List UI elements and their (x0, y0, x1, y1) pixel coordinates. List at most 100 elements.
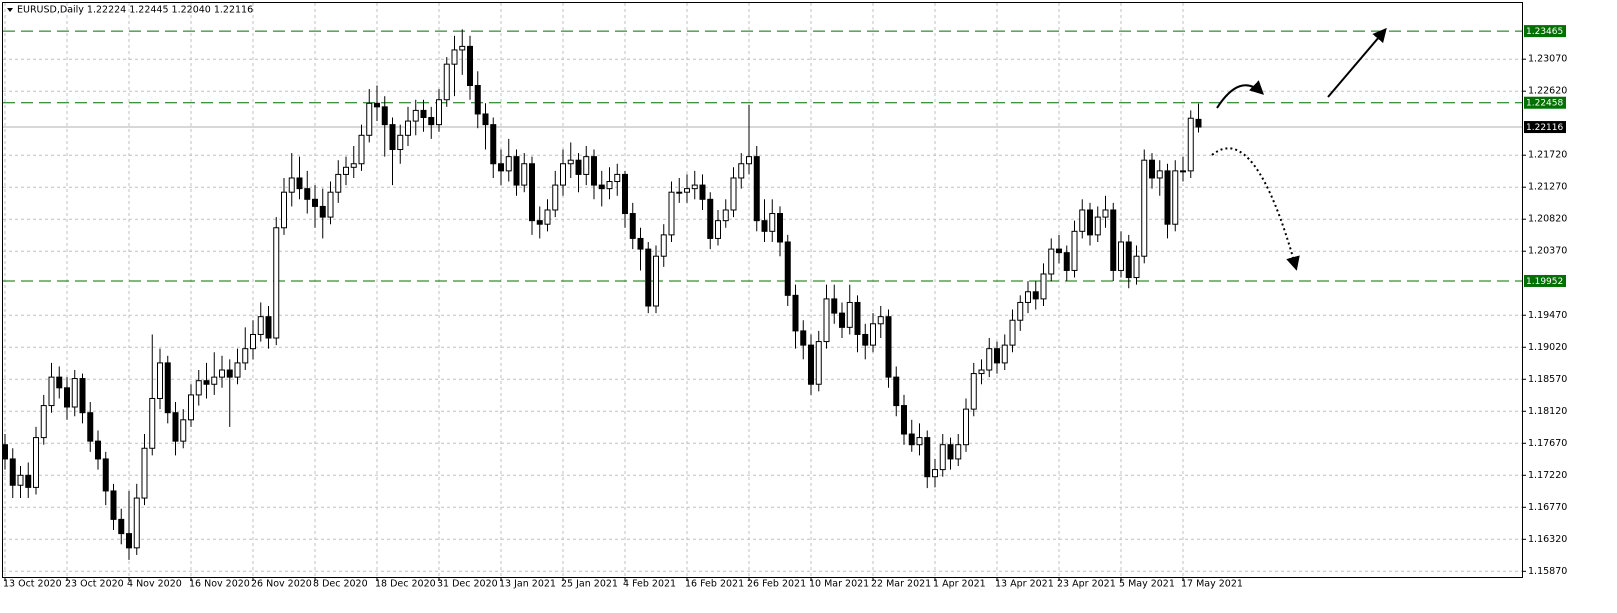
candle-body (901, 405, 907, 435)
candle-body (823, 298, 830, 343)
candle-body (1110, 209, 1117, 271)
candle-body (846, 301, 853, 328)
candle-body (195, 380, 202, 396)
axes: 1.15870 1.16320 1.16770 1.17220 1.17670 1.181… (3, 54, 1567, 590)
candle-body (684, 188, 690, 193)
x-tick-label: 5 May 2021 (1119, 579, 1175, 590)
candle-body (1063, 252, 1070, 271)
candle-body (1187, 117, 1194, 172)
candle-body (474, 85, 481, 115)
candle-body (126, 533, 132, 549)
candle-body (916, 437, 923, 446)
candle-body (273, 227, 280, 339)
candle-body (405, 120, 411, 136)
candle-body (319, 205, 326, 218)
candle-body (157, 362, 163, 399)
arrow-curve (1216, 80, 1265, 109)
candle-body (110, 490, 117, 520)
candle-body (312, 198, 318, 207)
y-tick-label: 1.23070 (1528, 54, 1567, 65)
candle-body (56, 376, 63, 389)
candle-body (567, 159, 574, 165)
price-label-bg (1524, 25, 1566, 38)
y-tick-label: 1.21270 (1528, 182, 1567, 193)
candle-body (443, 63, 450, 101)
candle-body (498, 163, 504, 172)
candle-body (870, 323, 876, 346)
candle-body (118, 518, 125, 535)
candle-body (753, 156, 760, 222)
candle-body (622, 173, 628, 215)
candle-body (358, 134, 365, 165)
x-tick-label: 23 Oct 2020 (65, 579, 124, 590)
candle-body (428, 117, 435, 126)
candle-body (304, 188, 311, 200)
candle-body (482, 113, 489, 126)
candle-body (1056, 248, 1062, 254)
candle-body (1118, 241, 1124, 271)
candle-body (815, 341, 822, 385)
candle-body (25, 474, 32, 488)
candle-body (180, 419, 187, 442)
candle-body (459, 45, 466, 51)
price-label: 1.22458 (1526, 99, 1563, 109)
candle-body (33, 437, 39, 488)
candle-body (707, 198, 714, 239)
candles (2, 29, 1202, 560)
candle-body (777, 213, 783, 243)
candle-body (908, 433, 915, 446)
y-tick-label: 1.18120 (1528, 406, 1567, 417)
candle-body (420, 109, 427, 119)
price-label: 1.22116 (1526, 123, 1563, 133)
candle-body (490, 124, 497, 165)
candle-body (645, 248, 652, 307)
candle-body (831, 298, 838, 314)
x-tick-label: 26 Feb 2021 (747, 579, 806, 590)
y-tick-label: 1.20820 (1528, 214, 1567, 225)
candle-body (715, 220, 721, 239)
candle-body (48, 376, 55, 407)
candle-body (591, 156, 597, 186)
candle-body (800, 330, 807, 346)
candle-body (676, 191, 683, 194)
candle-body (1079, 209, 1086, 232)
candle-body (1180, 170, 1186, 173)
x-tick-label: 17 May 2021 (1181, 579, 1243, 590)
candle-body (188, 394, 194, 421)
x-tick-label: 13 Oct 2020 (3, 579, 62, 590)
candle-body (133, 497, 140, 549)
candle-body (606, 181, 613, 190)
candle-body (1133, 255, 1140, 279)
candle-body (172, 412, 179, 442)
x-tick-label: 13 Jan 2021 (499, 579, 556, 590)
plot-frame (2, 2, 1523, 578)
candle-body (552, 184, 559, 211)
candle-body (149, 397, 156, 449)
candle-body (738, 163, 745, 179)
candle-body (164, 362, 171, 414)
candle-body (963, 408, 969, 446)
candle-body (327, 191, 334, 218)
x-tick-label: 4 Nov 2020 (127, 579, 182, 590)
candle-body (366, 102, 373, 136)
candle-body (288, 177, 295, 193)
candle-body (1025, 291, 1031, 303)
y-tick-label: 1.16320 (1528, 534, 1567, 545)
x-tick-label: 18 Dec 2020 (375, 579, 436, 590)
candle-body (668, 191, 675, 236)
candle-body (660, 234, 667, 257)
candle-body (699, 184, 706, 200)
y-tick-label: 1.16770 (1528, 502, 1567, 513)
candle-body (79, 378, 86, 414)
candle-body (234, 362, 241, 378)
candle-body (1149, 159, 1155, 179)
candle-body (389, 124, 396, 151)
candle-body (335, 173, 342, 193)
candle-body (893, 376, 900, 407)
price-label-bg (1524, 274, 1566, 287)
candle-body (769, 213, 776, 232)
candle-body (40, 405, 47, 439)
candle-body (986, 348, 993, 371)
candle-body (505, 156, 512, 172)
candle-body (885, 316, 892, 378)
